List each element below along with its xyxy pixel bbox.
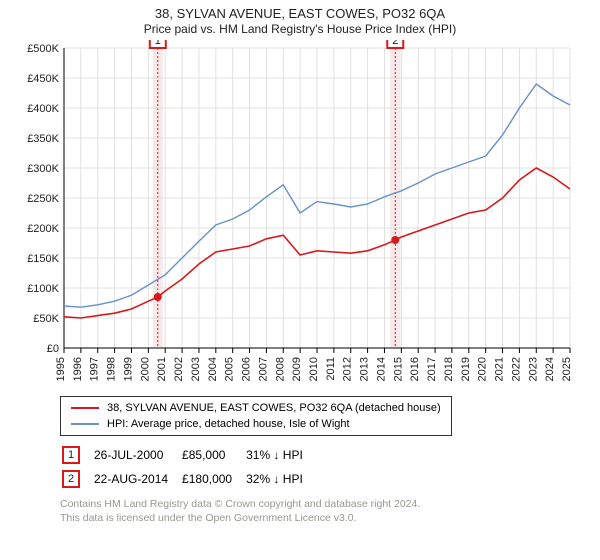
- svg-text:2020: 2020: [477, 357, 489, 381]
- svg-text:2025: 2025: [561, 357, 573, 381]
- svg-text:1996: 1996: [72, 357, 84, 381]
- svg-text:2000: 2000: [139, 357, 151, 381]
- svg-text:2003: 2003: [190, 357, 202, 381]
- svg-text:2011: 2011: [325, 357, 337, 381]
- svg-text:1997: 1997: [89, 357, 101, 381]
- svg-text:2001: 2001: [156, 357, 168, 381]
- svg-text:2010: 2010: [308, 357, 320, 381]
- svg-text:2016: 2016: [409, 357, 421, 381]
- event-price: £180,000: [182, 468, 244, 490]
- footer-line1: Contains HM Land Registry data © Crown c…: [60, 498, 586, 512]
- legend-label-property: 38, SYLVAN AVENUE, EAST COWES, PO32 6QA …: [107, 400, 441, 416]
- svg-text:1: 1: [155, 40, 161, 47]
- events-table: 1 26-JUL-2000 £85,000 31% ↓ HPI 2 22-AUG…: [60, 442, 317, 492]
- footer-line2: This data is licensed under the Open Gov…: [60, 512, 586, 526]
- svg-text:2017: 2017: [426, 357, 438, 381]
- svg-text:2019: 2019: [460, 357, 472, 381]
- svg-text:£350K: £350K: [27, 133, 59, 145]
- svg-text:2012: 2012: [342, 357, 354, 381]
- chart-container: 38, SYLVAN AVENUE, EAST COWES, PO32 6QA …: [0, 0, 600, 560]
- svg-text:2006: 2006: [241, 357, 253, 381]
- svg-text:£250K: £250K: [27, 193, 59, 205]
- chart-svg: £0 £50K £100K £150K £200K £250K £300K £350K £400…: [18, 40, 578, 390]
- svg-text:2023: 2023: [527, 357, 539, 381]
- svg-text:2018: 2018: [443, 357, 455, 381]
- svg-text:2004: 2004: [207, 357, 219, 381]
- event-badge-2: 2: [62, 470, 80, 488]
- svg-text:£450K: £450K: [27, 73, 59, 85]
- svg-text:2005: 2005: [224, 357, 236, 381]
- event-badge-1: 1: [62, 446, 80, 464]
- svg-text:2013: 2013: [359, 357, 371, 381]
- svg-text:2022: 2022: [510, 357, 522, 381]
- svg-text:2009: 2009: [291, 357, 303, 381]
- legend-row-property: 38, SYLVAN AVENUE, EAST COWES, PO32 6QA …: [71, 400, 441, 416]
- svg-text:2015: 2015: [392, 357, 404, 381]
- svg-text:2014: 2014: [375, 357, 387, 381]
- svg-text:2: 2: [392, 40, 398, 47]
- table-row: 1 26-JUL-2000 £85,000 31% ↓ HPI: [62, 444, 315, 466]
- svg-text:1999: 1999: [122, 357, 134, 381]
- table-row: 2 22-AUG-2014 £180,000 32% ↓ HPI: [62, 468, 315, 490]
- svg-text:2024: 2024: [544, 357, 556, 381]
- chart-plot: £0 £50K £100K £150K £200K £250K £300K £350K £400…: [18, 40, 578, 390]
- footer-attribution: Contains HM Land Registry data © Crown c…: [60, 498, 586, 525]
- svg-text:£50K: £50K: [33, 313, 59, 325]
- legend-label-hpi: HPI: Average price, detached house, Isle…: [107, 416, 350, 432]
- chart-subtitle: Price paid vs. HM Land Registry's House …: [14, 22, 586, 36]
- svg-text:£150K: £150K: [27, 253, 59, 265]
- svg-text:2002: 2002: [173, 357, 185, 381]
- svg-text:£200K: £200K: [27, 223, 59, 235]
- legend-row-hpi: HPI: Average price, detached house, Isle…: [71, 416, 441, 432]
- event-date: 26-JUL-2000: [94, 444, 180, 466]
- svg-text:1998: 1998: [106, 357, 118, 381]
- chart-title: 38, SYLVAN AVENUE, EAST COWES, PO32 6QA: [14, 6, 586, 21]
- svg-text:2007: 2007: [257, 357, 269, 381]
- svg-text:£400K: £400K: [27, 103, 59, 115]
- svg-text:£0: £0: [47, 343, 59, 355]
- svg-text:£300K: £300K: [27, 163, 59, 175]
- event-delta: 31% ↓ HPI: [246, 444, 315, 466]
- legend-swatch-hpi: [71, 423, 99, 425]
- event-price: £85,000: [182, 444, 244, 466]
- legend: 38, SYLVAN AVENUE, EAST COWES, PO32 6QA …: [60, 396, 452, 436]
- svg-text:2008: 2008: [274, 357, 286, 381]
- legend-swatch-property: [71, 407, 99, 409]
- svg-text:2021: 2021: [494, 357, 506, 381]
- svg-text:£500K: £500K: [27, 43, 59, 55]
- event-delta: 32% ↓ HPI: [246, 468, 315, 490]
- svg-text:1995: 1995: [55, 357, 67, 381]
- svg-text:£100K: £100K: [27, 283, 59, 295]
- event-date: 22-AUG-2014: [94, 468, 180, 490]
